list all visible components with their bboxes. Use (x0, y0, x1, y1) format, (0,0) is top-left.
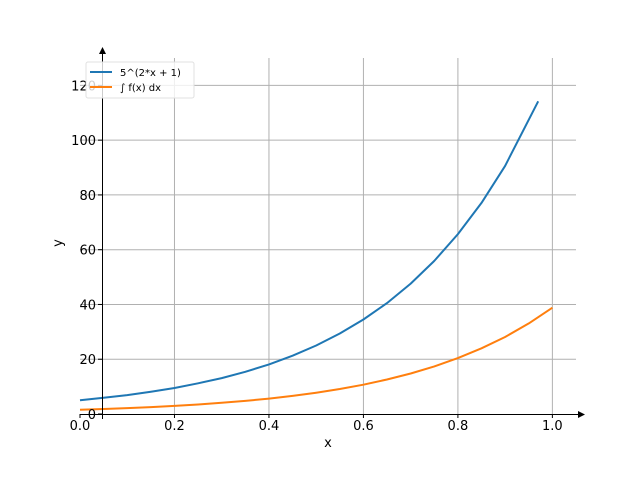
x-tick-label: 0.8 (448, 419, 469, 434)
x-tick-label: 1.0 (542, 419, 563, 434)
series-lines (79, 100, 553, 411)
x-tick-label: 0.2 (164, 419, 185, 434)
y-axis-arrow (99, 47, 106, 54)
x-tick-label: 0.6 (353, 419, 374, 434)
axes (80, 47, 585, 419)
y-tick-label: 60 (79, 244, 96, 259)
y-tick-label: 100 (71, 134, 96, 149)
y-tick-label: 80 (79, 189, 96, 204)
y-axis-label: y (51, 239, 66, 247)
grid (80, 58, 576, 414)
series-line-0 (79, 100, 540, 402)
x-tick-label: 0.4 (259, 419, 280, 434)
x-tick-label: 0.0 (70, 419, 91, 434)
legend-box (85, 61, 195, 99)
legend-label-0: 5^(2*x + 1) (120, 68, 181, 79)
x-axis-arrow (578, 411, 585, 418)
y-tick-label: 40 (79, 298, 96, 313)
legend: 5^(2*x + 1) ∫ f(x) dx (85, 61, 195, 99)
legend-label-1: ∫ f(x) dx (120, 83, 161, 94)
x-axis-label: x (324, 436, 332, 451)
y-tick-label: 0 (88, 408, 96, 423)
y-tick-label: 20 (79, 353, 96, 368)
series-line-1 (79, 306, 553, 411)
